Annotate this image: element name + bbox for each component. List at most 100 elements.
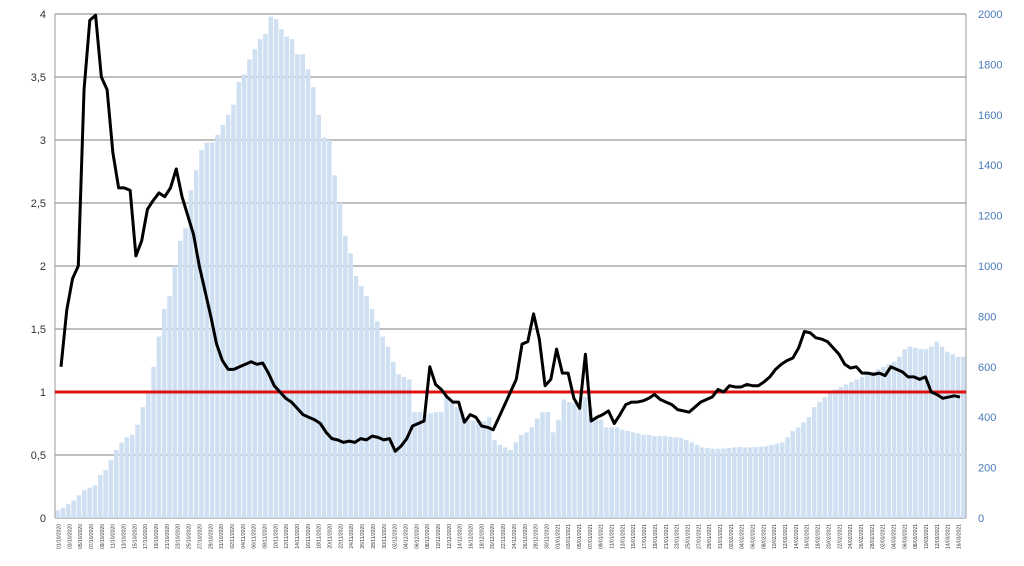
right-tick-label: 400 (978, 412, 996, 424)
bar (71, 500, 76, 518)
bar (247, 59, 252, 519)
bar (66, 504, 71, 518)
bar (588, 407, 593, 518)
x-tick-label: 07/10/2020 (89, 524, 95, 549)
x-tick-label: 30/12/2020 (544, 524, 550, 549)
bar (955, 356, 961, 518)
bar (657, 436, 662, 518)
x-tick-label: 23/01/2021 (675, 524, 681, 549)
bar (508, 449, 513, 518)
bar (769, 444, 774, 518)
bar (747, 447, 753, 518)
x-tick-label: 21/10/2020 (165, 524, 171, 549)
bar (598, 419, 604, 518)
bar (859, 376, 865, 518)
left-tick-label: 0,5 (31, 450, 46, 462)
bar (854, 379, 860, 518)
bar (209, 142, 215, 518)
bar (380, 336, 385, 518)
bar (497, 444, 503, 518)
bar (534, 418, 540, 518)
bar (114, 449, 119, 518)
bar (779, 442, 785, 518)
bar (268, 16, 274, 519)
x-tick-label: 29/01/2021 (707, 524, 713, 549)
x-tick-label: 18/02/2021 (816, 524, 822, 549)
bar (241, 74, 247, 518)
bar (332, 175, 337, 518)
bar (225, 114, 231, 519)
bar (540, 412, 545, 518)
left-tick-label: 4 (40, 9, 46, 21)
bar (161, 308, 167, 518)
bar (465, 419, 471, 518)
x-tick-label: 10/12/2020 (436, 524, 442, 549)
x-tick-label: 28/12/2020 (534, 524, 540, 549)
bar (348, 253, 353, 518)
bar (763, 446, 769, 518)
bar (726, 447, 732, 518)
bar (492, 439, 497, 518)
x-tick-label: 10/03/2021 (924, 524, 930, 549)
bar (375, 321, 380, 518)
bar (961, 356, 966, 518)
x-tick-label: 02/12/2020 (393, 524, 399, 549)
x-tick-label: 13/01/2021 (620, 524, 626, 549)
bar (865, 374, 870, 518)
bar (193, 170, 199, 519)
bar (60, 507, 66, 518)
left-tick-label: 0 (40, 513, 46, 525)
bar (849, 381, 854, 518)
bar (614, 427, 620, 518)
bar (566, 402, 572, 518)
left-tick-label: 3 (40, 135, 46, 147)
bar (694, 444, 700, 518)
bar (838, 386, 844, 518)
bar (481, 420, 487, 518)
x-tick-label: 13/10/2020 (121, 524, 127, 549)
bar (662, 436, 668, 518)
bar (700, 447, 705, 518)
bar (401, 376, 407, 518)
x-tick-label: 21/01/2021 (664, 524, 670, 549)
bar (476, 419, 481, 518)
x-tick-label: 03/01/2021 (566, 524, 572, 549)
left-tick-label: 3,5 (31, 72, 46, 84)
x-tick-label: 14/11/2020 (295, 524, 301, 549)
x-tick-label: 15/10/2020 (132, 524, 138, 549)
bar (385, 346, 391, 518)
bar (295, 54, 300, 518)
bar (673, 437, 678, 518)
bar (135, 424, 140, 518)
x-tick-label: 23/10/2020 (176, 524, 182, 549)
bar (343, 235, 348, 518)
bar (98, 475, 103, 518)
left-axis-ticks: 0 0,5 1 1,5 2 2,5 3 3,5 4 (31, 9, 46, 525)
bar (454, 407, 460, 518)
right-tick-label: 1200 (978, 211, 1002, 223)
x-tick-label: 12/12/2020 (447, 524, 453, 549)
bar (103, 470, 108, 518)
bar (641, 434, 646, 518)
bar (731, 447, 737, 518)
x-tick-label: 02/02/2021 (729, 524, 735, 549)
bar (833, 389, 838, 518)
x-tick-label: 19/01/2021 (653, 524, 659, 549)
bar (236, 82, 242, 518)
x-axis-ticks: 01/10/2020 03/10/2020 05/10/2020 07/10/2020… (56, 524, 962, 549)
bar (881, 366, 886, 518)
right-tick-label: 0 (978, 513, 984, 525)
bar (806, 417, 812, 518)
bar (684, 439, 689, 518)
bar (177, 240, 183, 519)
bar (183, 228, 188, 518)
bar (438, 412, 444, 518)
x-tick-label: 26/12/2020 (523, 524, 529, 549)
x-tick-label: 01/01/2021 (555, 524, 561, 549)
x-tick-label: 16/11/2020 (306, 524, 312, 549)
bar (252, 49, 258, 518)
x-tick-label: 05/10/2020 (78, 524, 84, 549)
x-tick-label: 25/10/2020 (187, 524, 193, 549)
x-tick-label: 24/02/2021 (848, 524, 854, 549)
